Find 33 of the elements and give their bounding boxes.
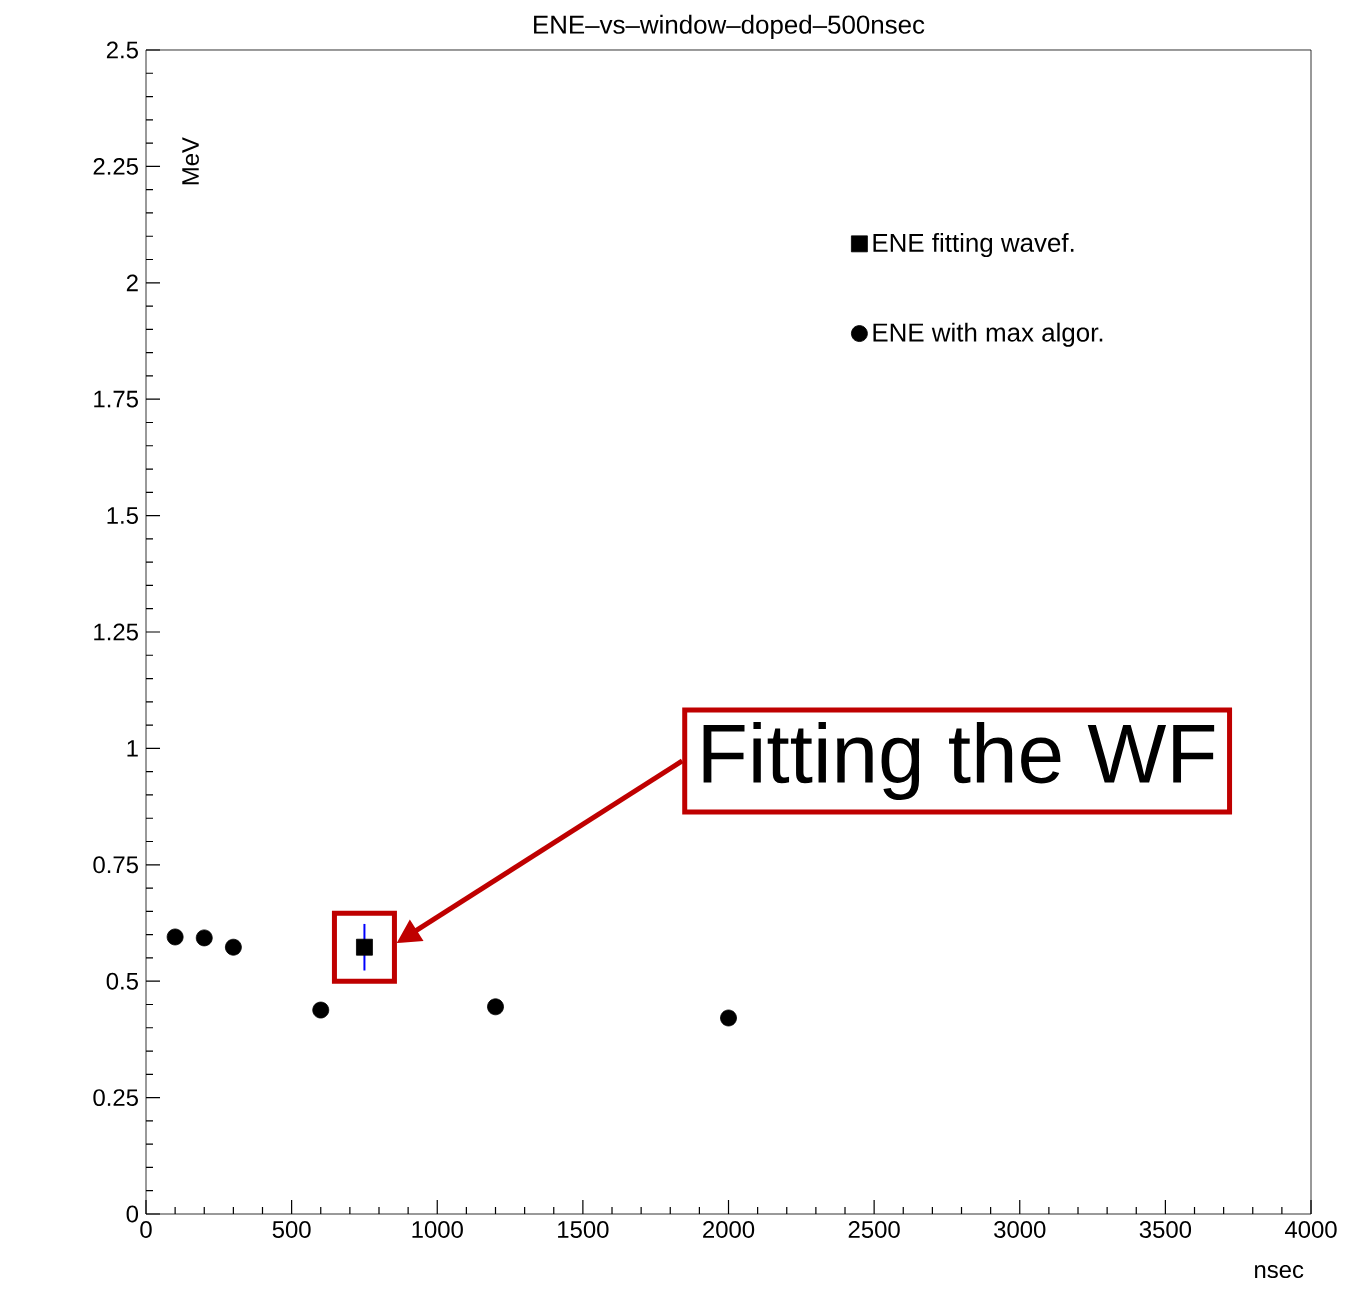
legend-label: ENE with max algor. xyxy=(873,322,1103,347)
point xyxy=(224,938,242,956)
y-tick-label: 1.25 xyxy=(94,623,138,641)
y-tick-label: 2.25 xyxy=(93,157,138,175)
point xyxy=(166,928,184,946)
y-tick-label: 0.75 xyxy=(93,856,138,874)
legend-label: ENE fitting wavef. xyxy=(873,232,1074,258)
y-tick-label: 1 xyxy=(127,740,138,757)
y-tick-label: 1.75 xyxy=(94,390,138,408)
point xyxy=(312,1001,330,1019)
x-axis-title: nsec xyxy=(1255,1265,1304,1279)
x-tick-label: 500 xyxy=(272,1221,311,1238)
annotation: Fitting the WF xyxy=(703,721,1215,800)
y-tick-label: 0.5 xyxy=(106,972,138,990)
y-axis-title: MeV xyxy=(182,137,199,185)
x-tick-label: 1500 xyxy=(558,1221,609,1238)
point xyxy=(195,929,213,947)
point xyxy=(356,938,373,956)
chart-title: ENE–vs–window–doped–500nsec xyxy=(534,14,925,39)
x-tick-label: 0 xyxy=(140,1221,152,1238)
y-tick-label: 1.5 xyxy=(107,507,138,524)
y-tick-label: 2 xyxy=(126,274,138,292)
x-tick-label: 2500 xyxy=(848,1221,900,1238)
y-tick-label: 0.25 xyxy=(93,1089,138,1107)
x-tick-label: 3500 xyxy=(1139,1221,1192,1238)
y-tick-label: 0 xyxy=(126,1205,139,1223)
y-tick-label: 2.5 xyxy=(106,41,138,59)
x-tick-label: 4000 xyxy=(1284,1221,1337,1238)
x-tick-label: 1000 xyxy=(412,1221,463,1238)
point xyxy=(487,998,504,1016)
point xyxy=(720,1009,737,1027)
x-tick-label: 2000 xyxy=(703,1221,755,1238)
x-tick-label: 3000 xyxy=(994,1221,1046,1238)
